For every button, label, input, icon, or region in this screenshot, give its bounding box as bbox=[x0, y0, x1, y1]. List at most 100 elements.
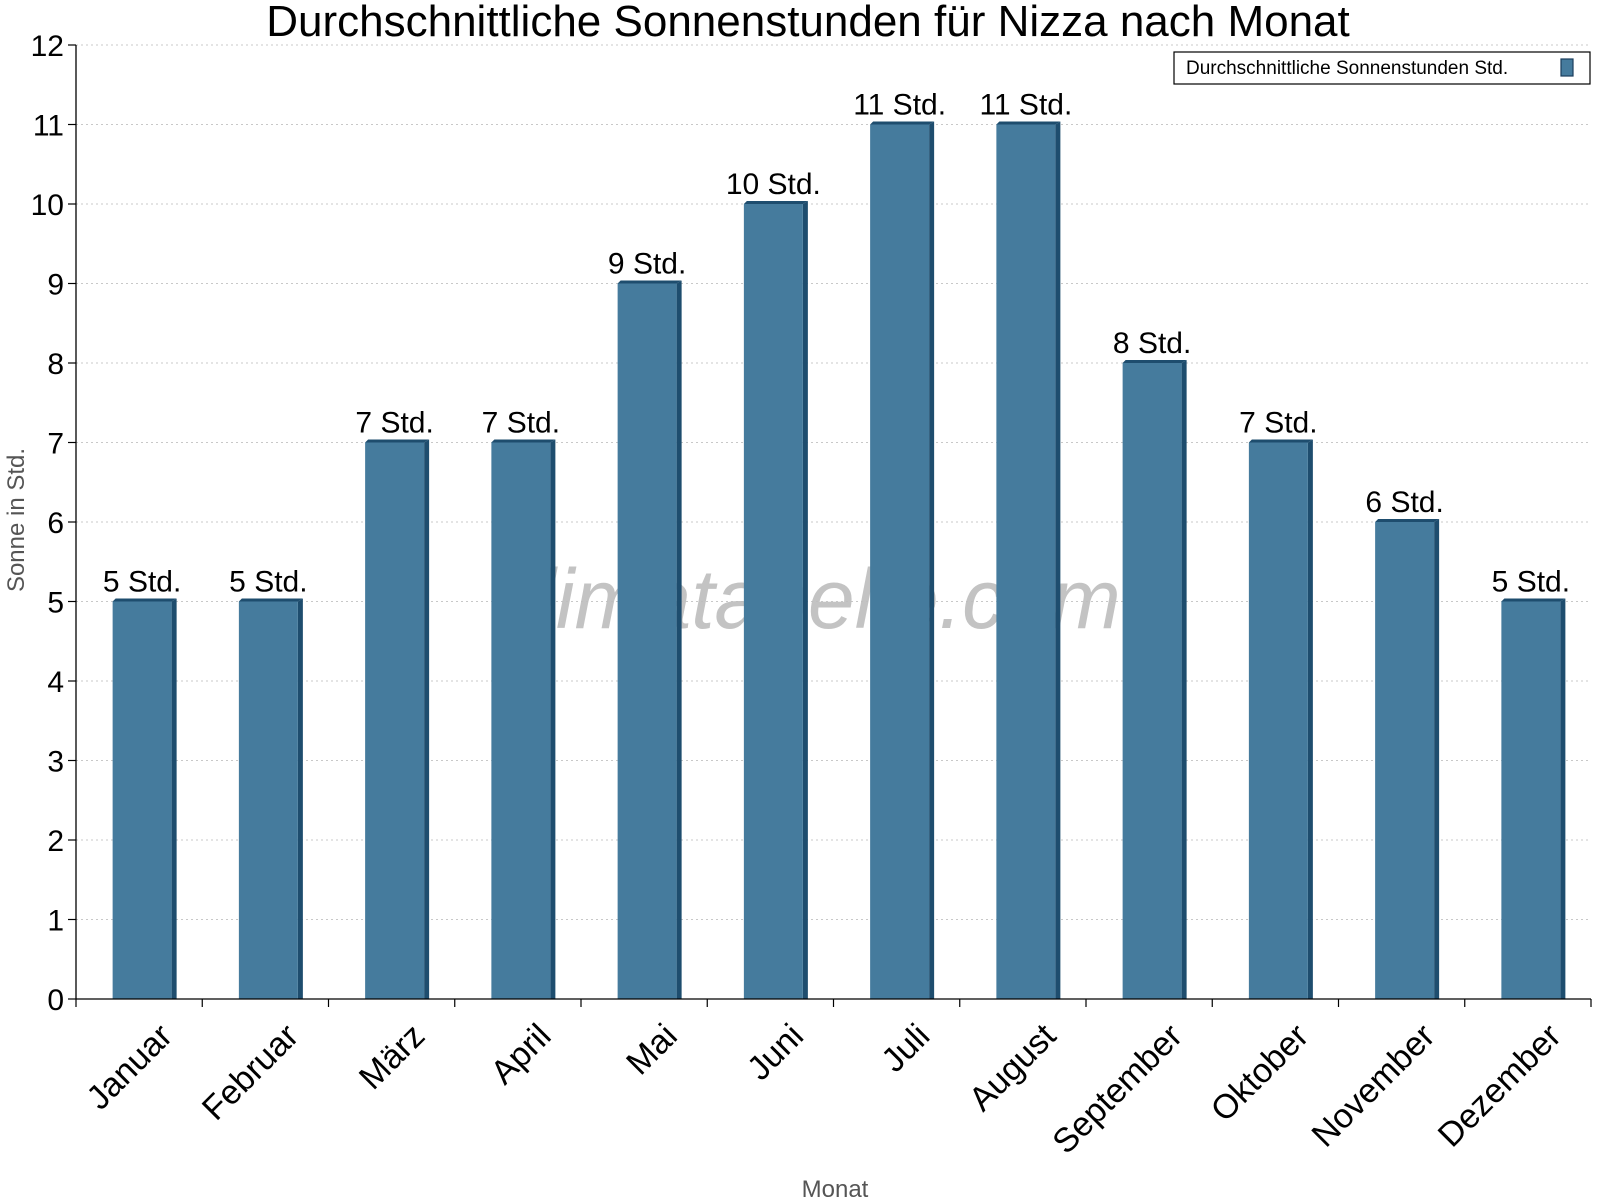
bar bbox=[238, 601, 298, 999]
axes bbox=[68, 44, 1592, 1007]
bar-mai bbox=[617, 280, 682, 999]
data-label: 9 Std. bbox=[608, 248, 686, 281]
x-tick-label: Juni bbox=[740, 1017, 811, 1088]
y-tick-label: 9 bbox=[47, 269, 64, 302]
y-tick-label: 10 bbox=[31, 189, 64, 222]
x-axis-title: Monat bbox=[802, 1176, 869, 1200]
bar-side bbox=[550, 439, 556, 999]
y-tick-label: 11 bbox=[33, 110, 64, 143]
bar-top bbox=[996, 121, 1061, 125]
data-label: 11 Std. bbox=[853, 89, 946, 122]
bar-september bbox=[1122, 360, 1187, 999]
bar bbox=[1501, 601, 1561, 999]
gridlines bbox=[76, 44, 1591, 920]
x-tick-label: August bbox=[962, 1016, 1064, 1118]
bar-top bbox=[491, 439, 556, 443]
legend-label: Durchschnittliche Sonnenstunden Std. bbox=[1186, 58, 1508, 79]
bar-side bbox=[802, 201, 808, 999]
x-tick-label: November bbox=[1304, 1017, 1442, 1155]
y-tick-label: 3 bbox=[47, 746, 64, 779]
bar-side bbox=[1560, 598, 1566, 999]
bar-side bbox=[1055, 121, 1061, 999]
data-label: 7 Std. bbox=[482, 407, 560, 440]
bar bbox=[112, 601, 172, 999]
bar bbox=[491, 442, 551, 999]
y-tick-label: 8 bbox=[47, 348, 64, 381]
x-tick-label: Oktober bbox=[1204, 1017, 1316, 1129]
bar-side bbox=[1181, 360, 1187, 999]
x-tick-label: September bbox=[1045, 1017, 1189, 1161]
bar-top bbox=[1501, 598, 1566, 602]
bar-top bbox=[1122, 360, 1187, 363]
x-tick-label: Februar bbox=[195, 1017, 306, 1128]
bar bbox=[743, 204, 803, 999]
bar bbox=[365, 442, 425, 999]
bar bbox=[1375, 522, 1435, 999]
bar-märz bbox=[365, 439, 430, 999]
data-label: 7 Std. bbox=[1239, 407, 1317, 440]
bar-august bbox=[996, 121, 1061, 999]
chart-title: Durchschnittliche Sonnenstunden für Nizz… bbox=[266, 0, 1350, 46]
data-label: 6 Std. bbox=[1365, 486, 1443, 519]
bar-top bbox=[365, 439, 430, 443]
bar-juli bbox=[870, 121, 935, 999]
bar bbox=[1248, 442, 1308, 999]
data-label: 5 Std. bbox=[229, 566, 307, 599]
y-tick-label: 0 bbox=[47, 984, 64, 1017]
bar-februar bbox=[238, 598, 303, 999]
bar-januar bbox=[112, 598, 177, 999]
y-tick-label: 7 bbox=[47, 428, 64, 461]
bar-side bbox=[1307, 439, 1313, 999]
bar bbox=[617, 283, 677, 999]
x-tick-label: März bbox=[352, 1017, 432, 1097]
bar-side bbox=[424, 439, 430, 999]
data-label: 10 Std. bbox=[726, 168, 821, 201]
bar-november bbox=[1375, 519, 1440, 999]
data-label: 8 Std. bbox=[1113, 327, 1191, 360]
bar-side bbox=[297, 598, 303, 999]
legend: Durchschnittliche Sonnenstunden Std. bbox=[1173, 51, 1591, 85]
bar bbox=[870, 124, 930, 999]
x-tick-label: Juli bbox=[874, 1017, 937, 1080]
y-tick-label: 6 bbox=[47, 507, 64, 540]
data-label: 11 Std. bbox=[979, 89, 1072, 122]
y-tick-label: 1 bbox=[47, 905, 64, 938]
data-label: 5 Std. bbox=[1492, 566, 1570, 599]
x-tick-label: Mai bbox=[619, 1017, 685, 1083]
bar-side bbox=[171, 598, 177, 999]
legend-box bbox=[1173, 51, 1591, 85]
bar-juni bbox=[743, 201, 808, 999]
data-labels: 5 Std. 5 Std. 7 Std. 7 Std. 9 Std. 10 Std. 11 … bbox=[103, 89, 1570, 599]
bar-side bbox=[929, 121, 935, 999]
x-tick-label: Dezember bbox=[1431, 1017, 1569, 1155]
bar-side bbox=[676, 280, 682, 999]
bar-top bbox=[238, 598, 303, 602]
bar bbox=[996, 124, 1056, 999]
x-tick-labels: Januar Februar März April Mai Juni Juli AugustS… bbox=[79, 1016, 1568, 1161]
y-tick-label: 5 bbox=[47, 587, 64, 620]
bar-top bbox=[870, 121, 935, 125]
data-label: 5 Std. bbox=[103, 566, 181, 599]
bar-april bbox=[491, 439, 556, 999]
y-tick-label: 2 bbox=[47, 825, 64, 858]
bar-top bbox=[1375, 519, 1440, 522]
x-tick-label: Januar bbox=[79, 1017, 179, 1117]
bar-top bbox=[112, 598, 177, 602]
x-tick-label: April bbox=[484, 1017, 559, 1092]
bar-top bbox=[743, 201, 808, 204]
data-label: 7 Std. bbox=[355, 407, 433, 440]
bar-side bbox=[1434, 519, 1440, 999]
bar-dezember bbox=[1501, 598, 1566, 999]
bar-top bbox=[1248, 439, 1313, 443]
bars bbox=[112, 121, 1566, 999]
bar bbox=[1122, 363, 1182, 999]
y-tick-label: 12 bbox=[31, 30, 64, 63]
bar-oktober bbox=[1248, 439, 1313, 999]
legend-swatch bbox=[1560, 58, 1574, 77]
y-tick-label: 4 bbox=[47, 666, 64, 699]
bar-top bbox=[617, 280, 682, 284]
y-axis-title: Sonne in Std. bbox=[3, 448, 30, 592]
